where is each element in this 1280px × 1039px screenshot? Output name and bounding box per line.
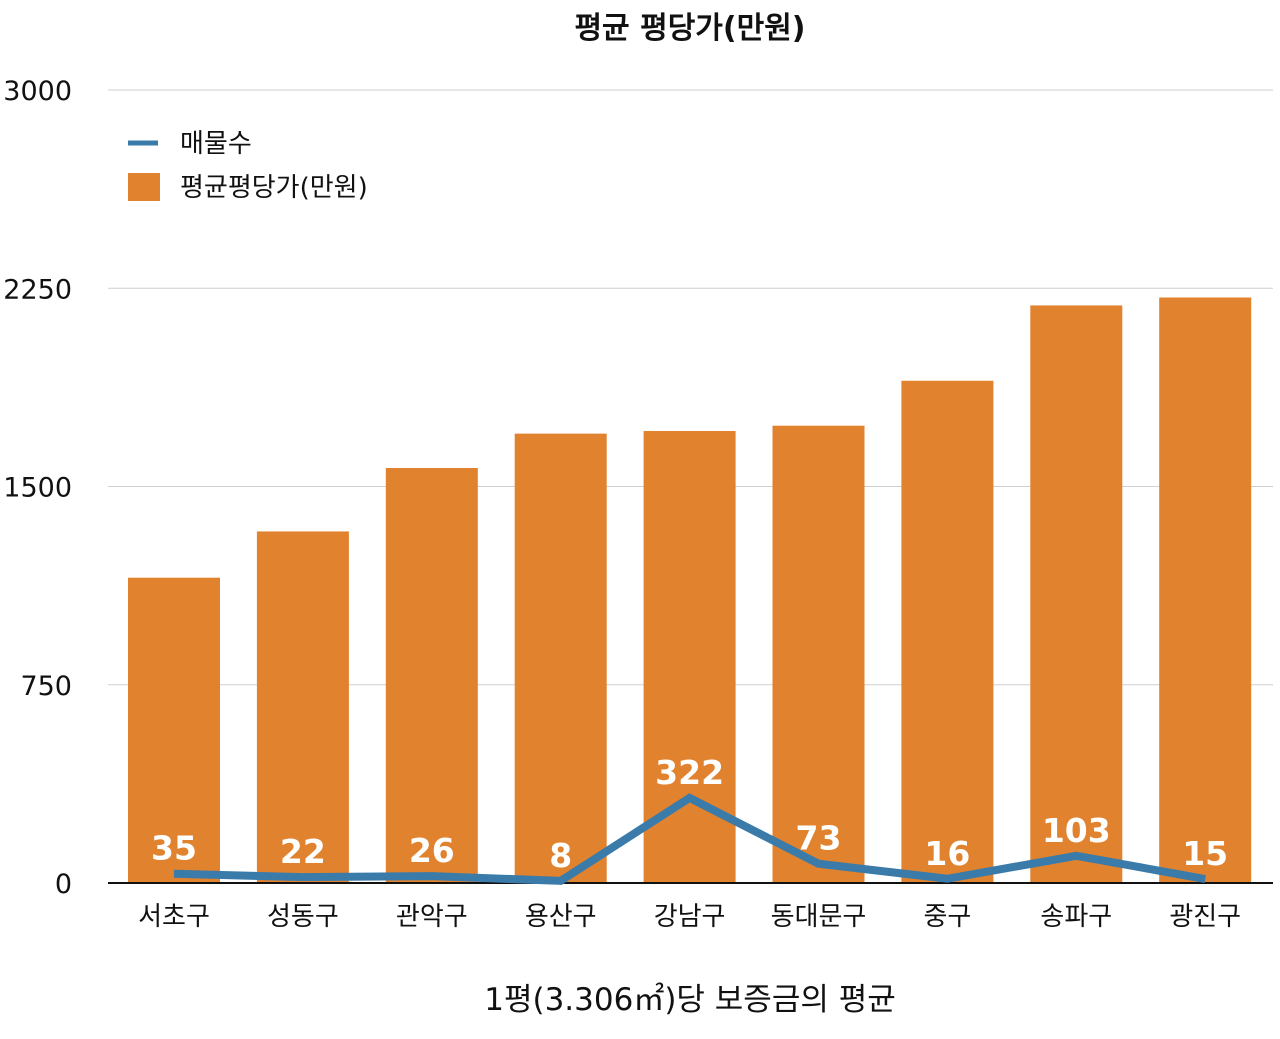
data-label: 103: [1042, 811, 1111, 850]
legend-item-bar: 평균평당가(만원): [180, 173, 368, 203]
bar: [1030, 305, 1123, 884]
bar: [256, 531, 349, 883]
y-tick-label: 0: [55, 869, 72, 900]
chart-title: 평균 평당가(만원): [574, 11, 805, 46]
bar: [514, 433, 607, 883]
data-label: 8: [549, 836, 572, 875]
x-tick-label: 동대문구: [771, 902, 867, 932]
data-label: 322: [655, 753, 724, 792]
bar: [772, 425, 865, 883]
y-tick-label: 1500: [3, 473, 72, 504]
data-label: 16: [924, 834, 970, 873]
bar: [128, 577, 220, 883]
x-tick-label: 서초구: [138, 902, 210, 932]
y-tick-label: 750: [20, 671, 72, 702]
legend: 매물수 평균평당가(만원): [128, 129, 368, 203]
bar: [643, 430, 736, 883]
line-series: [173, 793, 1206, 885]
y-tick-label: 3000: [3, 76, 72, 107]
data-label: 22: [280, 832, 326, 871]
x-tick-label: 중구: [923, 902, 971, 932]
data-label: 26: [409, 831, 455, 870]
bar: [385, 467, 478, 883]
x-tick-label: 송파구: [1040, 902, 1112, 932]
bar: [1159, 297, 1252, 883]
x-axis-label: 1평(3.306㎡)당 보증금의 평균: [484, 982, 896, 1018]
legend-bar-swatch: [128, 173, 160, 201]
data-label: 35: [151, 829, 197, 868]
y-axis-ticks: 0 750 1500 2250 3000: [3, 76, 72, 900]
y-tick-label: 2250: [3, 274, 72, 305]
bar-series: [128, 297, 1252, 884]
x-tick-label: 광진구: [1169, 902, 1241, 932]
x-axis-ticks: 서초구 성동구 관악구 용산구 강남구 동대문구 중구 송파구 광진구: [138, 902, 1241, 932]
x-tick-label: 관악구: [396, 902, 468, 932]
x-tick-label: 성동구: [267, 902, 339, 932]
x-tick-label: 강남구: [654, 902, 726, 932]
x-tick-label: 용산구: [525, 902, 597, 932]
bar: [901, 380, 994, 883]
data-label: 15: [1182, 834, 1228, 873]
legend-item-line: 매물수: [180, 129, 252, 159]
line-data-labels: 35 22 26 8 322 73 16 103 15: [151, 753, 1228, 875]
data-label: 73: [796, 819, 842, 858]
series-line: [173, 793, 1206, 885]
